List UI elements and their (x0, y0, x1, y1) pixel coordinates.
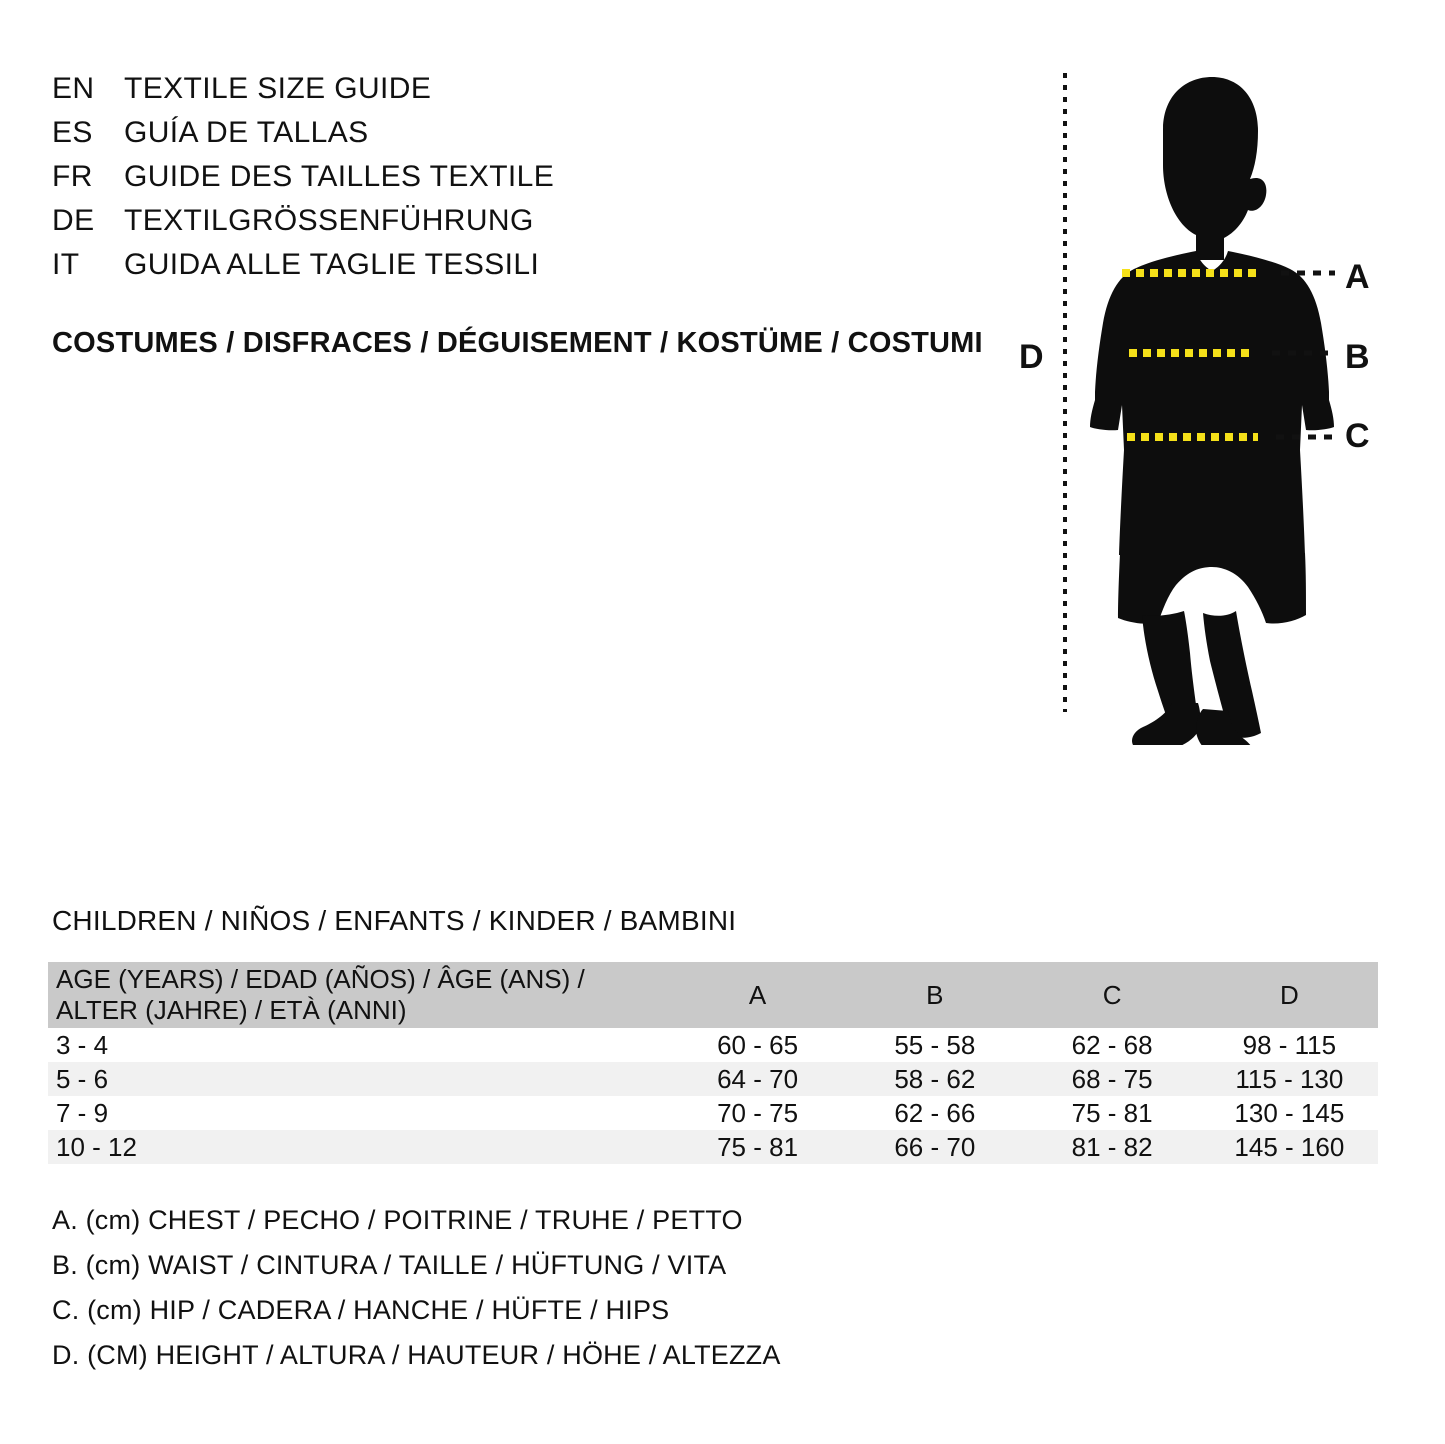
child-silhouette-icon (1063, 73, 1335, 745)
language-title: GUIDA ALLE TAGLIE TESSILI (124, 248, 540, 281)
language-title: GUÍA DE TALLAS (124, 116, 369, 149)
language-row-it: IT GUIDA ALLE TAGLIE TESSILI (52, 248, 752, 292)
column-header-d: D (1279, 979, 1299, 1010)
cell-age: 7 - 9 (56, 1097, 109, 1128)
cell-hip: 75 - 81 (1071, 1097, 1153, 1128)
silhouette-body (1090, 77, 1334, 745)
column-header-c: C (1102, 979, 1122, 1010)
column-header-b: B (926, 979, 944, 1010)
cell-height: 115 - 130 (1235, 1063, 1344, 1094)
language-code: DE (52, 204, 95, 237)
measure-label-b: B (1345, 338, 1370, 376)
table-row: 5 - 6 64 - 70 58 - 62 68 - 75 115 - 130 (48, 1062, 1378, 1096)
language-title: TEXTILGRÖSSENFÜHRUNG (124, 204, 534, 237)
language-row-de: DE TEXTILGRÖSSENFÜHRUNG (52, 204, 752, 248)
cell-chest: 60 - 65 (717, 1029, 799, 1060)
language-row-es: ES GUÍA DE TALLAS (52, 116, 752, 160)
cell-waist: 55 - 58 (894, 1029, 976, 1060)
language-title: TEXTILE SIZE GUIDE (124, 72, 432, 105)
children-size-table: AGE (YEARS) / EDAD (AÑOS) / ÂGE (ANS) / … (48, 962, 1378, 1164)
measure-label-c: C (1345, 417, 1370, 455)
cell-age: 3 - 4 (56, 1029, 109, 1060)
table-header: AGE (YEARS) / EDAD (AÑOS) / ÂGE (ANS) / … (48, 962, 1378, 1028)
measurement-legend: A. (cm) CHEST / PECHO / POITRINE / TRUHE… (52, 1198, 952, 1378)
language-list: EN TEXTILE SIZE GUIDE ES GUÍA DE TALLAS … (52, 72, 752, 292)
table-body: 3 - 4 60 - 65 55 - 58 62 - 68 98 - 115 5… (48, 1028, 1378, 1164)
cell-height: 98 - 115 (1242, 1029, 1337, 1060)
cell-hip: 62 - 68 (1071, 1029, 1153, 1060)
language-row-en: EN TEXTILE SIZE GUIDE (52, 72, 752, 116)
column-header-age-line2: ALTER (JAHRE) / ETÀ (ANNI) (56, 995, 407, 1025)
column-header-age-line1: AGE (YEARS) / EDAD (AÑOS) / ÂGE (ANS) / (56, 964, 585, 995)
cell-hip: 68 - 75 (1071, 1063, 1153, 1094)
cell-waist: 66 - 70 (894, 1131, 976, 1162)
measure-label-a: A (1345, 258, 1370, 296)
column-header-age: AGE (YEARS) / EDAD (AÑOS) / ÂGE (ANS) / … (48, 962, 669, 1028)
column-header-a: A (748, 979, 767, 1010)
costumes-subtitle: COSTUMES / DISFRACES / DÉGUISEMENT / KOS… (52, 327, 983, 359)
legend-item-a: A. (cm) CHEST / PECHO / POITRINE / TRUHE… (52, 1205, 743, 1235)
measure-label-d: D (1019, 338, 1044, 376)
cell-age: 5 - 6 (56, 1063, 109, 1094)
cell-waist: 62 - 66 (894, 1097, 976, 1128)
language-title: GUIDE DES TAILLES TEXTILE (124, 160, 555, 193)
cell-age: 10 - 12 (56, 1131, 137, 1162)
language-code: FR (52, 160, 93, 193)
language-row-fr: FR GUIDE DES TAILLES TEXTILE (52, 160, 752, 204)
measurement-figure: A B C D (1000, 55, 1420, 745)
cell-height: 130 - 145 (1234, 1097, 1345, 1128)
table-row: 10 - 12 75 - 81 66 - 70 81 - 82 145 - 16… (48, 1130, 1378, 1164)
legend-item-d: D. (CM) HEIGHT / ALTURA / HAUTEUR / HÖHE… (52, 1340, 781, 1370)
cell-chest: 75 - 81 (717, 1131, 799, 1162)
table-header-row: AGE (YEARS) / EDAD (AÑOS) / ÂGE (ANS) / … (48, 962, 1378, 1028)
table-row: 7 - 9 70 - 75 62 - 66 75 - 81 130 - 145 (48, 1096, 1378, 1130)
legend-item-c: C. (cm) HIP / CADERA / HANCHE / HÜFTE / … (52, 1295, 670, 1325)
language-code: IT (52, 248, 80, 281)
language-code: EN (52, 72, 95, 105)
cell-chest: 70 - 75 (717, 1097, 799, 1128)
table-section-title: CHILDREN / NIÑOS / ENFANTS / KINDER / BA… (52, 905, 737, 936)
cell-hip: 81 - 82 (1071, 1131, 1153, 1162)
legend-item-b: B. (cm) WAIST / CINTURA / TAILLE / HÜFTU… (52, 1250, 727, 1280)
cell-height: 145 - 160 (1234, 1131, 1345, 1162)
language-code: ES (52, 116, 93, 149)
cell-waist: 58 - 62 (894, 1063, 976, 1094)
table-row: 3 - 4 60 - 65 55 - 58 62 - 68 98 - 115 (48, 1028, 1378, 1062)
cell-chest: 64 - 70 (717, 1063, 799, 1094)
